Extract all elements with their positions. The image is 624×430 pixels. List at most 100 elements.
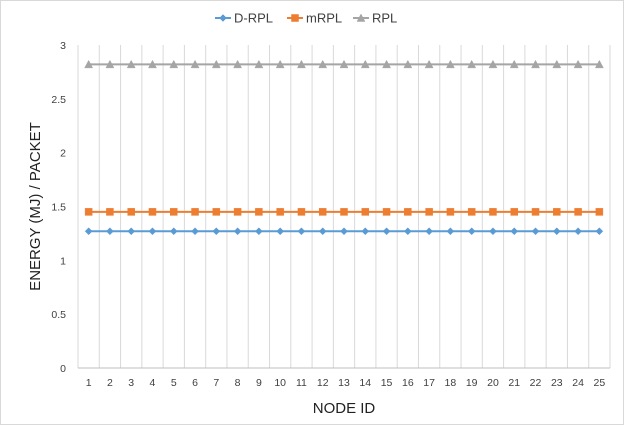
data-point-d-rpl (510, 227, 519, 236)
data-point-mrpl (361, 208, 370, 216)
data-point-mrpl (212, 208, 221, 216)
data-point-mrpl (382, 208, 391, 216)
data-point-mrpl (574, 208, 582, 216)
data-point-rpl (126, 59, 136, 69)
data-point-d-rpl (297, 227, 306, 236)
data-point-rpl (318, 59, 328, 69)
data-point-rpl (275, 59, 285, 69)
data-point-rpl (211, 59, 221, 69)
x-tick-label: 14 (359, 377, 371, 389)
x-tick-label: 5 (171, 377, 177, 389)
x-tick-label: 18 (445, 377, 457, 389)
legend-marker (356, 13, 366, 22)
axes: 00.511.522.531 2 3 4 5 6 7 8 9 10 11 12 13 14 15 16 17 18… (51, 40, 610, 389)
legend-marker (219, 14, 227, 22)
data-point-d-rpl (340, 227, 348, 236)
data-point-d-rpl (467, 227, 476, 236)
y-tick-label: 1 (60, 255, 66, 267)
data-point-d-rpl (191, 227, 199, 236)
x-tick-label: 22 (530, 377, 542, 389)
x-tick-label: 21 (508, 377, 520, 389)
data-point-mrpl (446, 208, 455, 216)
x-tick-label: 2 (107, 377, 113, 389)
y-tick-label: 2.5 (51, 94, 66, 106)
data-point-d-rpl (212, 227, 221, 236)
data-point-rpl (190, 59, 200, 69)
data-point-mrpl (467, 208, 476, 216)
x-tick-label: 16 (402, 377, 414, 389)
data-point-mrpl (127, 208, 135, 216)
legend-item-rpl: RPL (353, 11, 397, 26)
data-point-rpl (105, 59, 115, 69)
x-tick-label: 19 (466, 377, 478, 389)
data-point-d-rpl (255, 227, 263, 236)
x-tick-label: 7 (213, 377, 219, 389)
y-tick-label: 0 (60, 363, 66, 375)
data-point-rpl (339, 59, 349, 69)
data-point-d-rpl (531, 227, 540, 236)
x-tick-label: 1 (86, 377, 92, 389)
data-point-mrpl (425, 208, 433, 216)
data-point-rpl (594, 59, 604, 69)
data-point-d-rpl (169, 227, 178, 236)
legend: D-RPL mRPL RPL (215, 11, 397, 26)
data-point-rpl (552, 59, 562, 69)
series-layer (84, 59, 604, 236)
data-point-mrpl (553, 208, 561, 216)
x-tick-label: 8 (235, 377, 241, 389)
data-point-rpl (509, 59, 519, 69)
legend-item-d-rpl: D-RPL (215, 11, 273, 26)
x-tick-label: 4 (150, 377, 156, 389)
data-point-d-rpl (552, 227, 561, 236)
data-point-mrpl (489, 208, 497, 216)
y-tick-label: 1.5 (51, 202, 66, 214)
data-point-rpl (403, 59, 413, 69)
data-point-d-rpl (361, 227, 370, 236)
data-point-d-rpl (84, 227, 93, 236)
x-tick-label: 10 (274, 377, 286, 389)
data-point-rpl (84, 59, 94, 69)
data-point-mrpl (255, 208, 263, 216)
data-point-rpl (488, 59, 498, 69)
data-point-rpl (467, 59, 477, 69)
x-tick-label: 20 (487, 377, 499, 389)
data-point-rpl (531, 59, 540, 69)
data-point-mrpl (404, 208, 412, 216)
x-tick-label: 13 (338, 377, 350, 389)
data-point-d-rpl (425, 227, 433, 236)
y-axis-title: ENERGY (MJ) / PACKET (27, 122, 44, 291)
data-point-d-rpl (127, 227, 136, 236)
data-point-mrpl (233, 208, 242, 216)
x-tick-label: 12 (317, 377, 329, 389)
data-point-mrpl (340, 208, 348, 216)
x-tick-label: 6 (192, 377, 198, 389)
legend-marker (291, 14, 299, 22)
x-tick-label: 9 (256, 377, 262, 389)
data-point-mrpl (191, 208, 199, 216)
legend-label: RPL (372, 11, 397, 26)
series-d-rpl (84, 227, 604, 236)
data-point-d-rpl (276, 227, 285, 236)
x-tick-label: 24 (572, 377, 584, 389)
data-point-rpl (233, 59, 243, 69)
data-point-mrpl (276, 208, 284, 216)
data-point-mrpl (531, 208, 540, 216)
grid-lines (77, 45, 611, 368)
x-axis-title: NODE ID (313, 400, 376, 417)
data-point-d-rpl (106, 227, 114, 236)
data-point-d-rpl (489, 227, 497, 236)
data-point-mrpl (297, 208, 306, 216)
data-point-rpl (148, 59, 157, 69)
data-point-d-rpl (446, 227, 455, 236)
data-point-mrpl (84, 208, 93, 216)
x-tick-label: 11 (296, 377, 307, 389)
legend-label: D-RPL (234, 11, 273, 26)
data-point-d-rpl (318, 227, 327, 236)
y-tick-label: 0.5 (51, 309, 66, 321)
data-point-d-rpl (233, 227, 242, 236)
x-tick-label: 3 (128, 377, 134, 389)
series-rpl (84, 59, 604, 69)
data-point-mrpl (148, 208, 157, 216)
data-point-rpl (445, 59, 455, 69)
